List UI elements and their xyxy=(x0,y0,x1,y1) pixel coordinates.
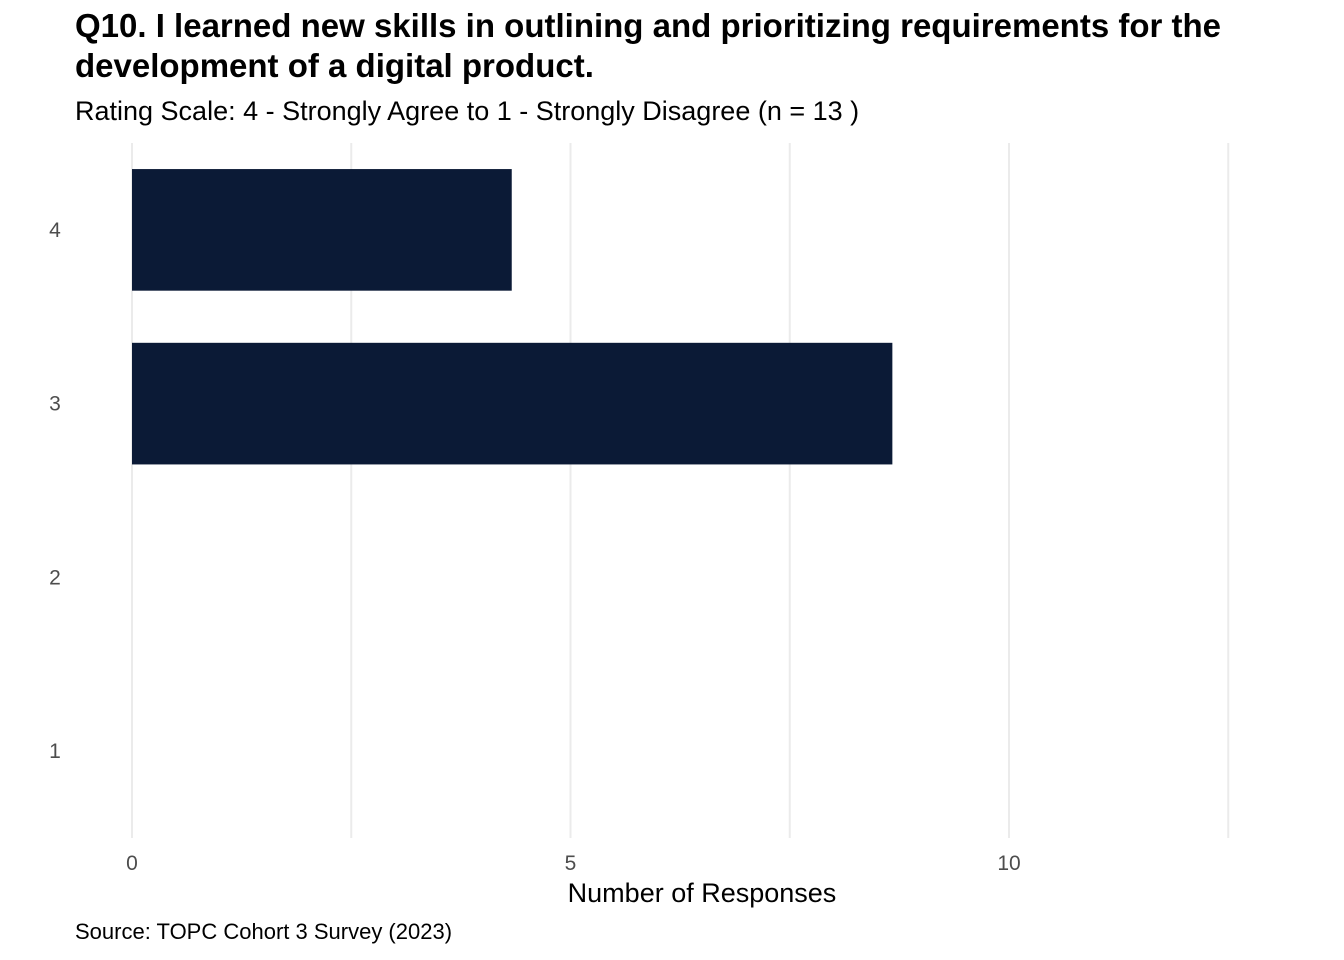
y-tick-label-4: 4 xyxy=(49,219,61,242)
bar-3 xyxy=(132,342,893,465)
grid-lines xyxy=(131,143,1230,838)
y-tick-label-3: 3 xyxy=(49,393,61,416)
y-tick-label-2: 2 xyxy=(49,566,61,589)
bars xyxy=(132,169,893,465)
chart-subtitle: Rating Scale: 4 - Strongly Agree to 1 - … xyxy=(75,96,860,126)
chart-title: Q10. I learned new skills in outlining a… xyxy=(75,7,1222,84)
x-tick-label-0: 0 xyxy=(126,852,138,875)
x-tick-label-5: 5 xyxy=(565,852,577,875)
bar-4 xyxy=(132,169,512,291)
x-axis-label: Number of Responses xyxy=(568,878,837,908)
y-tick-label-1: 1 xyxy=(49,740,61,763)
y-tick-labels: 4 3 2 1 xyxy=(49,219,61,763)
chart-caption: Source: TOPC Cohort 3 Survey (2023) xyxy=(75,919,453,944)
x-tick-label-10: 10 xyxy=(997,852,1020,875)
x-tick-labels: 0 5 10 xyxy=(126,852,1021,875)
